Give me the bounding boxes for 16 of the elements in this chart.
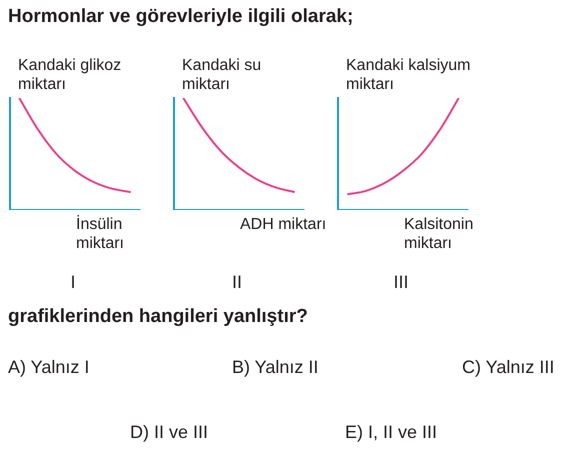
text: D) II ve III bbox=[130, 422, 208, 443]
y-axis-title: Kandaki glikoz miktarı bbox=[18, 56, 122, 94]
text: E) I, II ve III bbox=[345, 422, 438, 443]
text: II bbox=[230, 272, 243, 293]
text: III bbox=[392, 272, 410, 293]
text: C) Yalnız III bbox=[462, 357, 554, 378]
x-axis-title: İnsülin miktarı bbox=[76, 215, 125, 253]
x-axis-title: Kalsitonin miktarı bbox=[404, 215, 474, 253]
text: B) Yalnız II bbox=[232, 357, 318, 378]
text: I bbox=[69, 272, 76, 293]
text: A) Yalnız I bbox=[8, 357, 90, 378]
y-axis-title: Kandaki kalsiyum miktarı bbox=[346, 56, 472, 94]
x-axis-title: ADH miktarı bbox=[240, 215, 328, 234]
text: Hormonlar ve görevleriyle ilgili olarak; bbox=[8, 6, 354, 28]
text: grafiklerinden hangileri yanlıştır? bbox=[8, 306, 308, 328]
y-axis-title: Kandaki su miktarı bbox=[182, 56, 262, 94]
